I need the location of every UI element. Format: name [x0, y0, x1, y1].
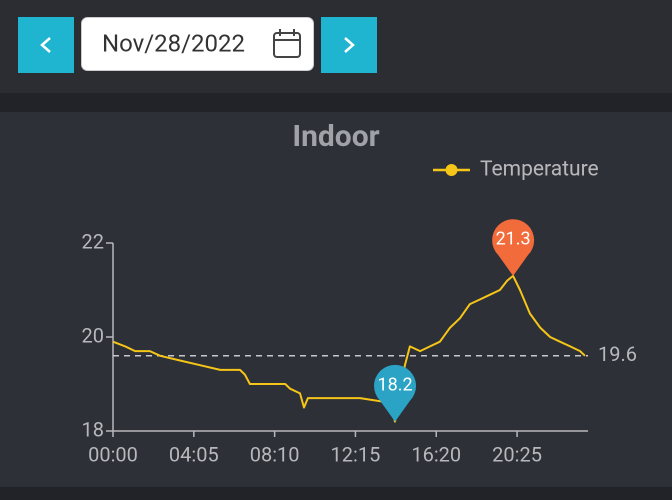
next-button-bg[interactable] — [321, 17, 377, 73]
next-icon[interactable] — [344, 37, 355, 53]
y-tick-label: 20 — [82, 323, 104, 347]
pin-label: 21.3 — [496, 229, 531, 250]
date-input[interactable]: Nov/28/2022 — [81, 17, 314, 71]
mean-label: 19.6 — [598, 342, 637, 366]
chart-panel — [0, 112, 672, 487]
x-tick-label: 16:20 — [411, 442, 461, 466]
date-input-box[interactable] — [81, 17, 314, 71]
x-tick-label: 00:00 — [88, 442, 138, 466]
x-tick-label: 20:25 — [492, 442, 542, 466]
separator — [0, 93, 672, 112]
pin-label: 18.2 — [377, 374, 412, 395]
pin-marker — [492, 219, 535, 276]
bottom-bar — [0, 487, 672, 500]
chart-title: Indoor — [292, 119, 379, 154]
pin-marker — [374, 364, 417, 422]
legend-dot — [445, 164, 458, 176]
prev-button-bg[interactable] — [18, 17, 74, 73]
y-tick-label: 18 — [82, 417, 104, 441]
x-tick-label: 08:10 — [250, 442, 300, 466]
calendar-icon[interactable] — [273, 29, 301, 58]
date-text[interactable]: Nov/28/2022 — [102, 29, 245, 57]
y-tick-label: 22 — [82, 229, 104, 253]
next-button[interactable] — [321, 17, 377, 73]
legend-label: Temperature — [480, 158, 599, 182]
x-tick-label: 04:05 — [169, 442, 219, 466]
prev-button[interactable] — [18, 17, 74, 73]
prev-icon[interactable] — [40, 37, 51, 53]
x-tick-label: 12:15 — [331, 442, 381, 466]
plot: 18 20 22 00:00 04:05 08:10 12:15 16:20 20:25 19.6… — [82, 158, 637, 467]
